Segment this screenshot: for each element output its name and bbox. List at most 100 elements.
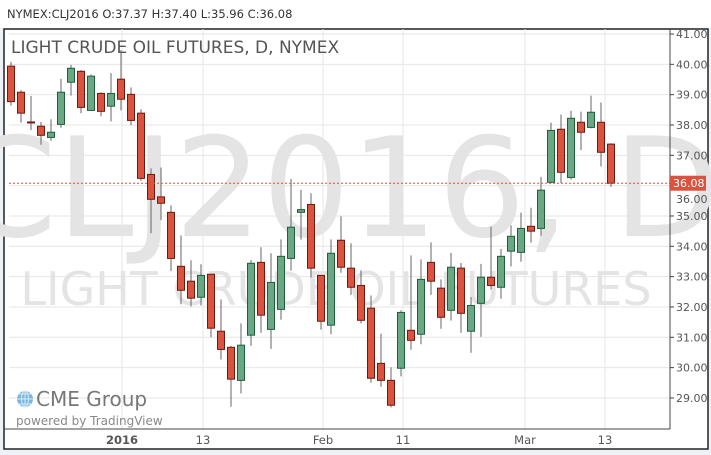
candle-48[interactable] <box>487 226 495 290</box>
candle-25[interactable] <box>257 247 265 333</box>
gridlines <box>9 29 670 429</box>
candles <box>7 50 615 408</box>
candle-39[interactable] <box>397 310 405 377</box>
candle-46[interactable] <box>467 296 475 353</box>
candle-21[interactable] <box>217 299 225 360</box>
time-axis[interactable]: 2016 13 Feb 11 Mar 13 <box>106 433 612 447</box>
candle-body-up <box>197 274 205 298</box>
candle-9[interactable] <box>97 92 105 117</box>
candle-24[interactable] <box>247 259 255 346</box>
candle-2[interactable] <box>27 95 35 131</box>
candle-41[interactable] <box>417 259 425 345</box>
y-tick-label: 40.00 <box>676 58 708 71</box>
candle-49[interactable] <box>497 249 505 299</box>
candle-58[interactable] <box>587 95 595 129</box>
x-tick-label: Mar <box>514 433 536 447</box>
candle-body-up <box>237 344 245 381</box>
candle-28[interactable] <box>287 178 295 271</box>
candle-17[interactable] <box>177 235 185 305</box>
cme-globe-icon <box>17 390 33 408</box>
candle-body-down <box>227 346 235 380</box>
candle-body-down <box>77 70 85 108</box>
y-tick-label: 36.00 <box>676 193 708 206</box>
candle-5[interactable] <box>57 78 65 128</box>
candle-60[interactable] <box>607 143 615 187</box>
candle-27[interactable] <box>277 239 285 320</box>
x-tick-label: 13 <box>598 433 613 447</box>
candle-body-down <box>37 125 45 136</box>
candle-body-down <box>187 280 195 299</box>
candle-body-down <box>27 121 35 124</box>
candle-57[interactable] <box>577 111 585 151</box>
candle-body-down <box>347 267 355 288</box>
candle-0[interactable] <box>7 61 15 106</box>
candle-body-down <box>457 267 465 314</box>
x-tick-label: 11 <box>396 433 411 447</box>
candle-37[interactable] <box>377 333 385 387</box>
candle-18[interactable] <box>187 260 195 307</box>
candle-52[interactable] <box>527 207 535 243</box>
candle-body-up <box>497 255 505 288</box>
candle-10[interactable] <box>107 73 115 122</box>
candle-56[interactable] <box>567 110 575 180</box>
candle-29[interactable] <box>297 189 305 240</box>
candle-50[interactable] <box>507 225 515 267</box>
last-price-label: 36.08 <box>673 177 705 190</box>
candle-6[interactable] <box>67 64 75 96</box>
candle-22[interactable] <box>227 345 235 407</box>
candle-34[interactable] <box>347 243 355 295</box>
candle-55[interactable] <box>557 114 565 184</box>
last-price-badge <box>670 175 706 191</box>
candle-19[interactable] <box>197 264 205 306</box>
candle-15[interactable] <box>157 167 165 221</box>
candle-body-down <box>97 92 105 112</box>
candle-body-down <box>137 112 145 179</box>
candle-3[interactable] <box>37 121 45 145</box>
candle-8[interactable] <box>87 74 95 111</box>
powered-by-tradingview[interactable]: powered by TradingView <box>16 414 163 428</box>
candle-7[interactable] <box>77 70 85 114</box>
candle-36[interactable] <box>367 295 375 383</box>
candle-38[interactable] <box>387 367 395 408</box>
candle-47[interactable] <box>477 263 485 337</box>
candle-33[interactable] <box>337 216 345 273</box>
candle-16[interactable] <box>167 205 175 272</box>
candle-4[interactable] <box>47 119 55 141</box>
candle-13[interactable] <box>137 109 145 181</box>
candle-42[interactable] <box>427 242 435 295</box>
y-tick-label: 32.00 <box>676 301 708 314</box>
candle-12[interactable] <box>127 87 135 126</box>
cme-group-logo: CME Group <box>36 387 147 411</box>
candle-30[interactable] <box>307 193 315 278</box>
candle-26[interactable] <box>267 253 275 349</box>
candle-32[interactable] <box>327 239 335 335</box>
candle-31[interactable] <box>317 274 325 330</box>
candle-23[interactable] <box>237 323 245 394</box>
candle-35[interactable] <box>357 270 365 324</box>
candle-59[interactable] <box>597 102 605 167</box>
candle-body-up <box>507 235 515 252</box>
candle-1[interactable] <box>17 90 25 123</box>
candle-body-up <box>47 131 55 138</box>
candle-54[interactable] <box>547 122 555 184</box>
candle-body-down <box>597 121 605 153</box>
candle-body-up <box>587 111 595 128</box>
candle-body-down <box>357 284 365 321</box>
candle-43[interactable] <box>437 279 445 329</box>
candle-53[interactable] <box>537 176 545 236</box>
candle-40[interactable] <box>407 255 415 350</box>
candle-20[interactable] <box>207 273 215 338</box>
price-axis[interactable]: 29.00 30.00 31.00 32.00 33.00 34.00 35.00 36.00… <box>670 28 708 405</box>
candle-51[interactable] <box>517 212 525 262</box>
x-tick-label: Feb <box>313 433 333 447</box>
y-tick-label: 37.00 <box>676 149 708 162</box>
y-tick-label: 30.00 <box>676 362 708 375</box>
candle-45[interactable] <box>457 262 465 333</box>
candle-44[interactable] <box>447 252 455 321</box>
candle-body-up <box>267 281 275 330</box>
candle-body-up <box>287 226 295 259</box>
candle-body-down <box>177 265 185 291</box>
candle-14[interactable] <box>147 168 155 234</box>
candle-11[interactable] <box>117 50 125 111</box>
